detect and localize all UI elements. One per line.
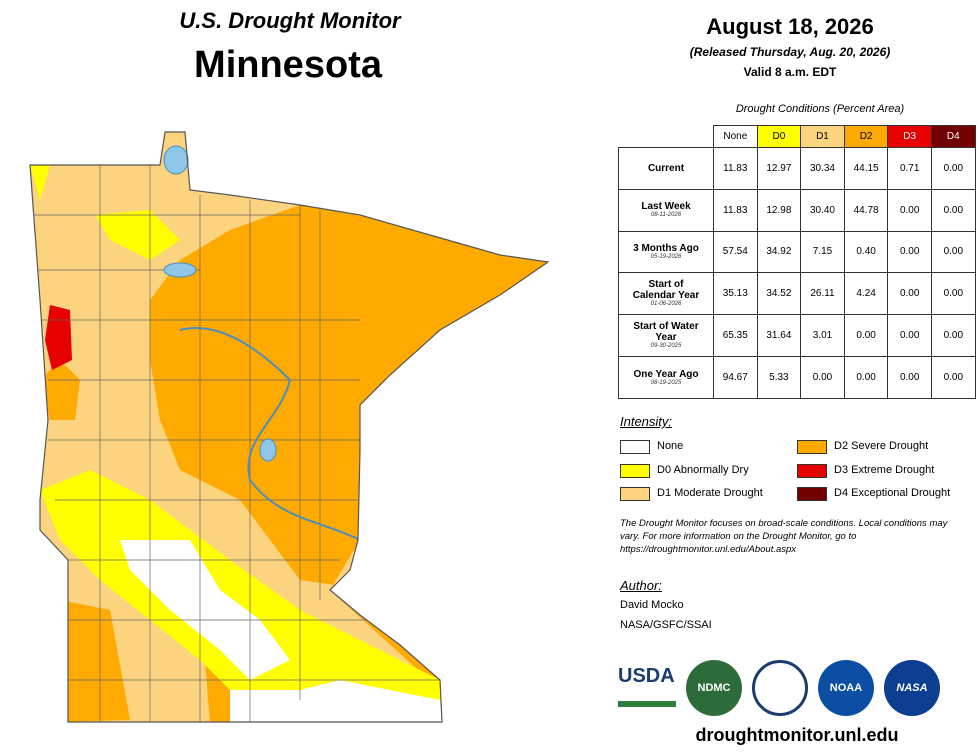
table-cell: 35.13 xyxy=(713,272,758,316)
table-cell: 94.67 xyxy=(713,356,758,399)
program-title: U.S. Drought Monitor xyxy=(179,8,401,33)
d2-region xyxy=(150,205,548,690)
table-cell: 0.71 xyxy=(887,147,932,190)
note: The Drought Monitor focuses on broad-sca… xyxy=(620,518,948,555)
table-cell: 0.00 xyxy=(931,314,976,357)
column-header: D3 xyxy=(887,125,932,148)
table-cell: 65.35 xyxy=(713,314,758,357)
table-cell: 0.00 xyxy=(887,356,932,399)
table-cell: 0.00 xyxy=(887,188,932,232)
legend-swatch xyxy=(620,487,650,501)
table-cell: 34.52 xyxy=(756,272,802,316)
table-cell: 30.40 xyxy=(800,188,845,232)
ndmc-logo: NDMC xyxy=(686,660,742,716)
row-date: 08-11-2026 xyxy=(650,212,682,219)
d2-region xyxy=(40,360,80,420)
column-header: None xyxy=(713,125,758,148)
author-affiliation: NASA/GSFC/SSAI xyxy=(620,619,712,631)
table-cell: 0.00 xyxy=(800,356,845,399)
row-date: 05-19-2026 xyxy=(650,254,682,261)
table-cell: 31.64 xyxy=(756,314,802,357)
legend-label: D0 Abnormally Dry xyxy=(657,463,749,476)
legend-swatch xyxy=(620,440,650,454)
table-cell: 44.15 xyxy=(843,147,889,190)
legend-swatch xyxy=(797,463,827,478)
table-cell: 11.83 xyxy=(713,147,758,190)
table-cell: 0.00 xyxy=(843,314,889,357)
legend-swatch xyxy=(620,463,650,478)
row-header: Last Week 08-11-2026 xyxy=(618,188,714,232)
legend-swatch xyxy=(797,487,827,501)
release-date: (Released Thursday, Aug. 20, 2026) xyxy=(689,45,891,59)
none-region xyxy=(230,680,442,722)
table-cell: 44.78 xyxy=(843,188,889,232)
table-cell: 0.00 xyxy=(931,272,976,316)
table-cell: 4.24 xyxy=(843,272,889,316)
column-header: D1 xyxy=(800,125,845,148)
footer-url[interactable]: droughtmonitor.unl.edu xyxy=(695,725,899,745)
table-cell: 0.00 xyxy=(887,314,932,357)
state-title: Minnesota xyxy=(194,44,382,86)
legend-label: D2 Severe Drought xyxy=(834,440,929,452)
table-cell: 0.00 xyxy=(887,272,932,316)
legend-swatch xyxy=(797,440,827,454)
row-label: Start of Water Year xyxy=(633,321,699,344)
table-cell: 34.92 xyxy=(756,230,802,274)
valid-time: Valid 8 a.m. EDT xyxy=(743,65,837,79)
legend-label: D1 Moderate Drought xyxy=(657,487,763,499)
table-cell: 26.11 xyxy=(800,272,845,316)
row-label: Start of Calendar Year xyxy=(632,279,700,302)
row-header: Start of Water Year 09-30-2025 xyxy=(618,314,714,357)
row-label: Current xyxy=(647,162,685,174)
table-cell: 12.97 xyxy=(756,147,802,190)
table-cell: 0.00 xyxy=(931,147,976,190)
table-cell: 7.15 xyxy=(800,230,845,274)
table-cell: 30.34 xyxy=(800,147,845,190)
table-cell: 3.01 xyxy=(800,314,845,357)
legend-label: D3 Extreme Drought xyxy=(834,463,935,476)
table-cell: 0.00 xyxy=(887,230,932,274)
row-label: Last Week xyxy=(641,201,691,213)
row-label: One Year Ago xyxy=(633,368,699,380)
row-date: 08-19-2025 xyxy=(650,379,682,386)
d0-region xyxy=(40,470,442,722)
nasa-logo: NASA xyxy=(884,660,940,716)
legend-label: D4 Exceptional Drought xyxy=(834,487,951,499)
column-header: D2 xyxy=(843,125,889,148)
table-cell: 0.00 xyxy=(931,188,976,232)
d2-region xyxy=(60,600,130,722)
row-date: 09-30-2025 xyxy=(650,343,682,350)
column-header: D0 xyxy=(756,125,802,148)
row-header: Start of Calendar Year 01-06-2026 xyxy=(618,272,714,316)
table-cell: 0.00 xyxy=(931,356,976,399)
table-cell: 57.54 xyxy=(713,230,758,274)
table-cell: 11.83 xyxy=(713,188,758,232)
column-header: D4 xyxy=(931,125,976,148)
table-cell: 12.98 xyxy=(756,188,802,232)
row-header: 3 Months Ago 05-19-2026 xyxy=(618,230,714,274)
author-title: Author: xyxy=(620,578,662,593)
noaa-logo: NOAA xyxy=(818,660,874,716)
author-name: David Mocko xyxy=(620,599,684,611)
row-label: 3 Months Ago xyxy=(633,243,699,255)
d0-region xyxy=(30,165,50,200)
table-cell: 0.00 xyxy=(843,356,889,399)
table-cell: 0.40 xyxy=(843,230,889,274)
row-header: Current xyxy=(618,147,714,190)
map-date: August 18, 2026 xyxy=(706,14,874,39)
none-region xyxy=(120,540,290,680)
row-date: 01-06-2026 xyxy=(650,301,682,308)
table-cell: 5.33 xyxy=(756,356,802,399)
d3-region xyxy=(45,305,72,370)
table-cell: 0.00 xyxy=(931,230,976,274)
legend-title: Intensity: xyxy=(620,414,673,429)
legend-label: None xyxy=(657,440,684,452)
row-header: One Year Ago 08-19-2025 xyxy=(618,356,714,399)
usda-logo: USDA xyxy=(618,665,676,707)
drought-map xyxy=(29,131,550,723)
table-caption: Drought Conditions (Percent Area) xyxy=(735,103,905,115)
d0-region xyxy=(95,210,180,260)
doc-logo xyxy=(752,660,808,716)
